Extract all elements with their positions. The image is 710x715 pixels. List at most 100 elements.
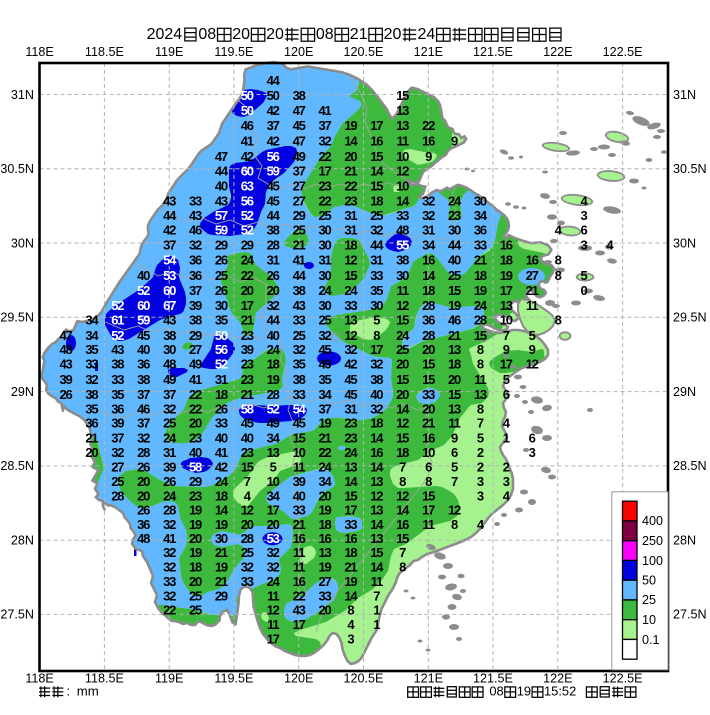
svg-text:34: 34 [85, 313, 99, 328]
svg-text:36: 36 [189, 268, 202, 283]
svg-text:20: 20 [318, 489, 331, 504]
svg-text:50: 50 [215, 328, 228, 343]
svg-text:36: 36 [422, 313, 435, 328]
svg-text:40: 40 [370, 387, 383, 402]
svg-text:27: 27 [189, 342, 202, 357]
svg-text:17: 17 [267, 503, 280, 518]
svg-text:26: 26 [215, 252, 228, 267]
svg-text:119E: 119E [155, 45, 183, 59]
svg-text:42: 42 [344, 357, 357, 372]
svg-text:29: 29 [293, 208, 306, 223]
svg-text:12: 12 [267, 603, 280, 618]
svg-text:0.1: 0.1 [642, 633, 660, 647]
svg-text:43: 43 [111, 342, 124, 357]
svg-text:54: 54 [293, 402, 307, 417]
svg-text:15: 15 [422, 489, 435, 504]
svg-text:15: 15 [370, 179, 383, 194]
svg-text:18: 18 [500, 252, 513, 267]
svg-text:43: 43 [293, 603, 306, 618]
svg-text:47: 47 [293, 134, 306, 149]
svg-text:7: 7 [503, 328, 510, 343]
svg-text:45: 45 [267, 194, 280, 209]
svg-text:16: 16 [422, 134, 435, 149]
svg-text:10: 10 [396, 149, 409, 164]
svg-text:10: 10 [642, 613, 656, 627]
svg-text:11: 11 [371, 574, 383, 589]
svg-text:43: 43 [215, 194, 228, 209]
svg-text:28: 28 [267, 387, 280, 402]
svg-text:32: 32 [137, 431, 150, 446]
svg-text:18: 18 [344, 238, 357, 253]
svg-text:9: 9 [503, 342, 510, 357]
svg-text:14: 14 [370, 559, 384, 574]
svg-text:19: 19 [267, 372, 280, 387]
svg-text:19: 19 [517, 684, 531, 699]
svg-text:30: 30 [318, 268, 331, 283]
svg-text:37: 37 [137, 387, 150, 402]
svg-text:18: 18 [474, 268, 487, 283]
svg-text:12: 12 [344, 328, 357, 343]
svg-text:21: 21 [344, 163, 357, 178]
svg-text:47: 47 [293, 103, 306, 118]
svg-text:7: 7 [399, 460, 406, 475]
svg-text:24: 24 [267, 574, 281, 589]
svg-text:31: 31 [267, 252, 280, 267]
svg-text:12: 12 [370, 489, 383, 504]
svg-text:36: 36 [85, 416, 98, 431]
svg-text:23: 23 [241, 357, 254, 372]
svg-text:25: 25 [241, 545, 254, 560]
svg-text:33: 33 [293, 387, 306, 402]
svg-text:24: 24 [448, 194, 462, 209]
svg-text:9: 9 [451, 134, 458, 149]
svg-text:19: 19 [318, 559, 331, 574]
svg-text:63: 63 [241, 179, 254, 194]
svg-text:32: 32 [370, 357, 383, 372]
svg-text:39: 39 [59, 372, 72, 387]
svg-text:53: 53 [163, 268, 176, 283]
svg-text:30: 30 [318, 222, 331, 237]
svg-text:10: 10 [293, 445, 306, 460]
svg-text:52: 52 [111, 298, 124, 313]
svg-text:1: 1 [503, 431, 510, 446]
svg-text:122.5E: 122.5E [603, 45, 643, 59]
svg-text:7: 7 [477, 416, 484, 431]
svg-text:14: 14 [344, 474, 358, 489]
svg-text:26: 26 [137, 503, 150, 518]
svg-text:2024: 2024 [147, 26, 183, 43]
svg-text:33: 33 [111, 372, 124, 387]
svg-text:34: 34 [267, 431, 281, 446]
svg-text:25: 25 [163, 416, 176, 431]
svg-text:12: 12 [241, 503, 254, 518]
svg-text:24: 24 [163, 489, 177, 504]
svg-text:100: 100 [642, 554, 663, 568]
svg-text:23: 23 [241, 328, 254, 343]
svg-text:20: 20 [241, 283, 254, 298]
svg-text:2: 2 [477, 445, 484, 460]
svg-text:19: 19 [500, 268, 513, 283]
svg-text:17: 17 [370, 118, 383, 133]
svg-text:4: 4 [503, 416, 511, 431]
svg-text:59: 59 [267, 163, 280, 178]
svg-text:60: 60 [163, 283, 176, 298]
svg-text:29: 29 [241, 238, 254, 253]
svg-text:37: 37 [267, 118, 280, 133]
svg-text:40: 40 [137, 268, 150, 283]
svg-text:46: 46 [189, 222, 202, 237]
svg-text:29N: 29N [673, 385, 696, 399]
svg-text:20: 20 [344, 149, 357, 164]
svg-text:39: 39 [293, 474, 306, 489]
svg-text:15:52: 15:52 [544, 684, 576, 699]
svg-text:43: 43 [163, 194, 176, 209]
svg-text:4: 4 [244, 489, 252, 504]
svg-text:45: 45 [267, 179, 280, 194]
svg-text:28.5N: 28.5N [0, 459, 34, 473]
svg-text:26: 26 [163, 474, 176, 489]
svg-text:15: 15 [293, 431, 306, 446]
svg-text:23: 23 [189, 431, 202, 446]
svg-text:21: 21 [241, 387, 254, 402]
svg-text:10: 10 [422, 445, 435, 460]
svg-text:16: 16 [370, 134, 383, 149]
svg-text:20: 20 [85, 445, 98, 460]
svg-text:21: 21 [215, 545, 228, 560]
svg-text:16: 16 [422, 252, 435, 267]
